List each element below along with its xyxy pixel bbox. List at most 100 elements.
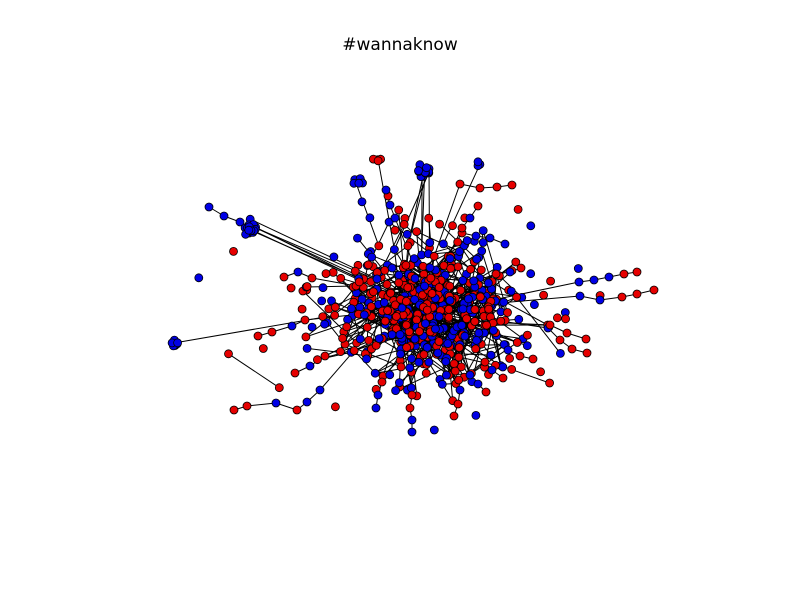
graph-node: [553, 313, 562, 323]
graph-node: [355, 334, 365, 344]
graph-node: [465, 213, 475, 223]
graph-node: [362, 354, 371, 364]
graph-node: [342, 322, 352, 332]
graph-node: [394, 378, 404, 388]
graph-edge: [436, 272, 476, 346]
graph-node: [419, 350, 429, 360]
graph-edge: [306, 285, 357, 288]
graph-node: [414, 166, 423, 176]
graph-edge: [354, 179, 380, 247]
graph-node: [363, 260, 373, 270]
graph-node: [336, 347, 345, 357]
graph-node: [512, 338, 522, 347]
graph-node: [301, 332, 311, 342]
graph-node: [292, 405, 302, 415]
graph-node: [320, 351, 330, 361]
graph-node: [453, 262, 463, 272]
graph-node: [374, 334, 384, 344]
graph-node: [457, 223, 467, 233]
graph-node: [409, 254, 419, 264]
graph-node: [410, 334, 420, 344]
graph-node: [405, 403, 415, 413]
graph-node: [505, 267, 515, 277]
graph-edge: [496, 281, 580, 300]
graph-edge: [228, 353, 280, 389]
graph-node: [473, 379, 483, 389]
graph-node: [462, 314, 472, 324]
graph-node: [496, 316, 506, 326]
graph-node: [458, 304, 468, 314]
graph-node: [484, 304, 494, 314]
graph-node: [473, 157, 483, 167]
graph-edge: [502, 295, 581, 304]
graph-node: [471, 344, 481, 354]
graph-node: [394, 205, 404, 215]
graph-node: [229, 405, 239, 415]
graph-node: [632, 267, 642, 277]
graph-node: [505, 353, 515, 363]
graph-node: [444, 312, 454, 322]
graph-node: [394, 270, 404, 280]
graph-node: [478, 238, 488, 247]
graph-node: [526, 221, 536, 231]
graph-node: [315, 385, 325, 395]
graph-node: [338, 333, 348, 343]
graph-node: [354, 277, 364, 287]
graph-node: [470, 305, 480, 314]
graph-edge: [516, 296, 561, 354]
graph-node: [474, 328, 484, 338]
graph-node: [307, 322, 317, 332]
graph-node: [412, 227, 422, 237]
graph-node: [619, 269, 629, 279]
graph-node: [427, 289, 437, 298]
graph-node: [362, 322, 372, 332]
graph-node: [466, 264, 476, 274]
graph-node: [307, 273, 317, 283]
graph-node: [522, 341, 532, 351]
graph-node: [253, 331, 263, 341]
graph-node: [396, 349, 405, 359]
graph-node: [353, 233, 362, 243]
graph-node: [395, 330, 405, 340]
graph-node: [379, 298, 389, 308]
graph-node: [359, 310, 369, 320]
graph-nodes: [167, 154, 659, 437]
graph-node: [368, 287, 378, 297]
graph-node: [464, 294, 473, 304]
graph-node: [454, 375, 464, 385]
graph-node: [414, 327, 424, 336]
graph-node: [507, 364, 517, 374]
graph-node: [449, 359, 459, 369]
graph-node: [456, 285, 466, 295]
graph-node: [374, 241, 384, 251]
graph-node: [595, 295, 605, 305]
graph-node: [425, 263, 435, 273]
graph-node: [458, 276, 468, 285]
graph-node: [425, 238, 435, 248]
graph-node: [449, 411, 459, 421]
graph-node: [391, 386, 401, 396]
graph-node: [302, 282, 312, 291]
graph-node: [403, 283, 413, 293]
graph-edge: [319, 350, 355, 391]
graph-node: [407, 390, 417, 400]
graph-node: [460, 331, 470, 341]
graph-node: [386, 288, 396, 298]
graph-node: [418, 290, 427, 300]
graph-node: [401, 296, 411, 306]
graph-node: [582, 348, 592, 358]
graph-node: [244, 225, 254, 235]
graph-node: [528, 354, 538, 364]
graph-node: [545, 378, 554, 388]
graph-node: [391, 311, 401, 321]
graph-node: [530, 300, 539, 310]
graph-node: [617, 292, 627, 302]
graph-node: [434, 337, 444, 346]
graph-node: [506, 286, 516, 296]
graph-node: [279, 272, 289, 282]
graph-node: [300, 315, 310, 325]
graph-node: [382, 279, 392, 289]
graph-node: [420, 319, 430, 329]
graph-node: [399, 219, 409, 229]
